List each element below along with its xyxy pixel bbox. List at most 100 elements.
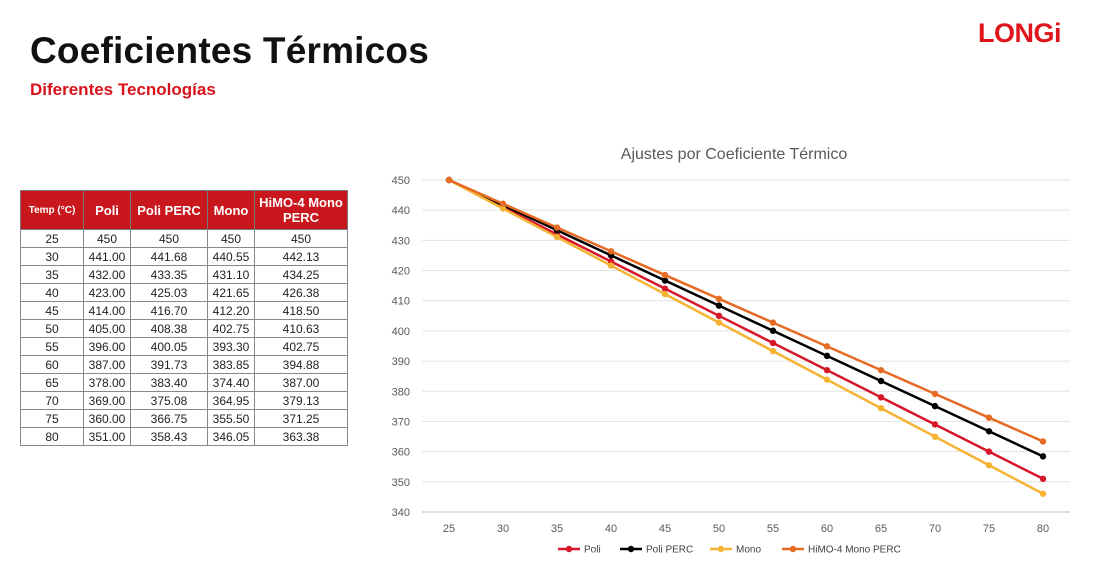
table-row: 35 432.00 433.35 431.10 434.25 bbox=[20, 265, 348, 284]
table-row: 45 414.00 416.70 412.20 418.50 bbox=[20, 301, 348, 320]
data-point bbox=[715, 312, 723, 320]
x-tick-label: 75 bbox=[983, 523, 995, 535]
header-poli-perc: Poli PERC bbox=[130, 190, 208, 230]
table-row: 40 423.00 425.03 421.65 426.38 bbox=[20, 283, 348, 302]
series-0 bbox=[445, 176, 1047, 482]
cell-poli: 414.00 bbox=[83, 301, 131, 320]
series-3 bbox=[445, 176, 1047, 445]
cell-temp: 70 bbox=[20, 391, 84, 410]
cell-temp: 80 bbox=[20, 427, 84, 446]
header-mono: Mono bbox=[207, 190, 255, 230]
cell-mono: 346.05 bbox=[207, 427, 255, 446]
data-point bbox=[823, 366, 831, 374]
table-row: 70 369.00 375.08 364.95 379.13 bbox=[20, 391, 348, 410]
cell-poli: 405.00 bbox=[83, 319, 131, 338]
table-row: 50 405.00 408.38 402.75 410.63 bbox=[20, 319, 348, 338]
table-body: 25 450 450 450 450 30 441.00 441.68 440.55 442.13… bbox=[20, 229, 348, 446]
chart-series bbox=[445, 176, 1047, 497]
cell-poli-perc: 416.70 bbox=[130, 301, 208, 320]
table-row: 25 450 450 450 450 bbox=[20, 229, 348, 248]
cell-himo4: 450 bbox=[254, 229, 348, 248]
x-tick-label: 50 bbox=[713, 523, 725, 535]
data-point bbox=[931, 421, 939, 428]
cell-mono: 383.85 bbox=[207, 355, 255, 374]
cell-poli-perc: 408.38 bbox=[130, 319, 208, 338]
legend-item: Mono bbox=[710, 545, 761, 556]
legend-marker bbox=[627, 545, 635, 553]
cell-himo4: 418.50 bbox=[254, 301, 348, 320]
cell-poli: 351.00 bbox=[83, 427, 131, 446]
y-tick-label: 400 bbox=[392, 326, 410, 338]
x-tick-label: 70 bbox=[929, 523, 941, 535]
data-point bbox=[1039, 490, 1047, 497]
x-tick-label: 25 bbox=[443, 523, 455, 535]
page-subtitle: Diferentes Tecnologías bbox=[30, 80, 216, 99]
x-tick-label: 40 bbox=[605, 523, 617, 535]
cell-poli: 396.00 bbox=[83, 337, 131, 356]
cell-mono: 393.30 bbox=[207, 337, 255, 356]
legend-label: HiMO-4 Mono PERC bbox=[808, 545, 901, 556]
cell-poli-perc: 441.68 bbox=[130, 247, 208, 266]
cell-poli-perc: 383.40 bbox=[130, 373, 208, 392]
cell-himo4: 387.00 bbox=[254, 373, 348, 392]
data-point bbox=[553, 233, 561, 241]
data-point bbox=[877, 377, 885, 385]
data-point bbox=[715, 295, 723, 303]
cell-poli-perc: 433.35 bbox=[130, 265, 208, 284]
cell-mono: 421.65 bbox=[207, 283, 255, 302]
longi-logo: LONGi bbox=[978, 18, 1062, 48]
cell-temp: 50 bbox=[20, 319, 84, 338]
table-row: 30 441.00 441.68 440.55 442.13 bbox=[20, 247, 348, 266]
y-axis: 340 350 360 370 380 390 400 410 420 430 440 450 bbox=[392, 175, 410, 519]
table-row: 55 396.00 400.05 393.30 402.75 bbox=[20, 337, 348, 356]
series-line bbox=[448, 178, 1044, 480]
data-point bbox=[715, 302, 723, 309]
cell-mono: 440.55 bbox=[207, 247, 255, 266]
cell-mono: 402.75 bbox=[207, 319, 255, 338]
x-tick-label: 30 bbox=[497, 523, 509, 535]
legend-label: Poli PERC bbox=[646, 545, 693, 556]
data-point bbox=[877, 394, 885, 401]
x-tick-label: 35 bbox=[551, 523, 563, 535]
y-tick-label: 420 bbox=[392, 266, 410, 278]
data-point bbox=[985, 428, 993, 435]
table-row: 65 378.00 383.40 374.40 387.00 bbox=[20, 373, 348, 392]
x-tick-label: 80 bbox=[1037, 523, 1049, 535]
cell-temp: 25 bbox=[20, 229, 84, 248]
x-tick-label: 60 bbox=[821, 523, 833, 535]
cell-himo4: 410.63 bbox=[254, 319, 348, 338]
coefficients-table: Temp (°C) Poli Poli PERC Mono HiMO-4 Mon… bbox=[20, 190, 348, 446]
y-tick-label: 350 bbox=[392, 477, 410, 489]
cell-poli: 432.00 bbox=[83, 265, 131, 284]
cell-poli-perc: 425.03 bbox=[130, 283, 208, 302]
cell-poli-perc: 366.75 bbox=[130, 409, 208, 428]
legend-marker bbox=[565, 545, 573, 553]
header-temp: Temp (°C) bbox=[20, 190, 84, 230]
data-point bbox=[607, 248, 615, 255]
legend-label: Mono bbox=[736, 545, 761, 556]
table-row: 80 351.00 358.43 346.05 363.38 bbox=[20, 427, 348, 446]
line-chart: Ajustes por Coeficiente Térmico 340 350 36… bbox=[392, 146, 1070, 556]
cell-himo4: 434.25 bbox=[254, 265, 348, 284]
cell-poli-perc: 400.05 bbox=[130, 337, 208, 356]
cell-himo4: 363.38 bbox=[254, 427, 348, 446]
series-line bbox=[448, 178, 1044, 443]
data-point bbox=[661, 290, 669, 298]
y-tick-label: 450 bbox=[392, 175, 410, 187]
cell-temp: 75 bbox=[20, 409, 84, 428]
data-point bbox=[1039, 438, 1047, 445]
x-tick-label: 55 bbox=[767, 523, 779, 535]
data-point bbox=[499, 200, 507, 207]
header-himo4: HiMO-4 Mono PERC bbox=[254, 190, 348, 230]
data-point bbox=[877, 404, 885, 412]
cell-temp: 45 bbox=[20, 301, 84, 320]
data-point bbox=[985, 448, 993, 455]
cell-poli: 450 bbox=[83, 229, 131, 248]
data-point bbox=[931, 390, 939, 398]
data-point bbox=[661, 285, 669, 292]
x-tick-label: 65 bbox=[875, 523, 887, 535]
cell-himo4: 394.88 bbox=[254, 355, 348, 374]
cell-poli: 441.00 bbox=[83, 247, 131, 266]
legend-label: Poli bbox=[584, 545, 601, 556]
y-tick-label: 380 bbox=[392, 386, 410, 398]
